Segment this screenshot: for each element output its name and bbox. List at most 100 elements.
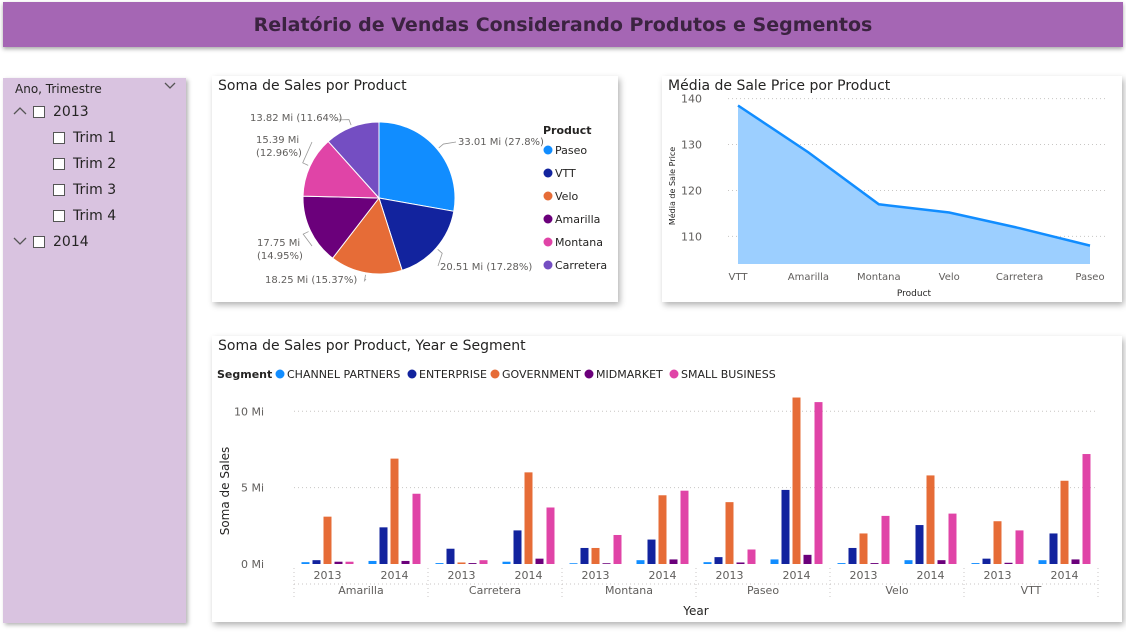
slicer-item-trim-2[interactable]: Trim 2 <box>53 156 116 172</box>
checkbox[interactable] <box>53 132 65 144</box>
bar-velo-2014-government <box>926 475 935 564</box>
bar-y-tick-label: 5 Mi <box>241 482 264 495</box>
bar-carretera-2013-small-business <box>479 560 488 564</box>
bar-velo-2013-government <box>859 533 868 564</box>
pie-data-label: 13.82 Mi (11.64%) <box>250 113 342 124</box>
bar-montana-2014-channel-partners <box>636 560 645 564</box>
slicer-item-trim-4[interactable]: Trim 4 <box>53 208 116 224</box>
bar-velo-2013-enterprise <box>848 547 857 564</box>
slicer-item-label: Trim 4 <box>73 208 117 224</box>
bar-x-year-label: 2014 <box>515 569 543 582</box>
bar-paseo-2013-midmarket <box>736 562 745 564</box>
pie-leader-line <box>437 249 443 267</box>
area-x-tick-label: Carretera <box>996 272 1043 283</box>
bar-paseo-2014-midmarket <box>803 554 812 564</box>
bar-y-axis-title: Soma de Sales <box>218 447 232 536</box>
checkbox[interactable] <box>33 106 45 118</box>
bar-legend-marker <box>584 369 594 379</box>
bar-velo-2014-enterprise <box>915 525 924 564</box>
checkbox[interactable] <box>53 158 65 170</box>
bar-chart-card[interactable]: Soma de Sales por Product, Year e Segmen… <box>212 336 1122 622</box>
area-line <box>737 104 1091 247</box>
pie-legend-marker <box>543 237 553 247</box>
bar-paseo-2014-government <box>792 397 801 564</box>
bar-x-axis-title: Year <box>682 604 708 618</box>
bar-montana-2013-government <box>591 547 600 564</box>
bar-legend-title: Segment <box>217 368 272 381</box>
area-y-tick-label: 110 <box>681 230 702 243</box>
bar-x-year-label: 2013 <box>716 569 744 582</box>
bar-paseo-2013-government <box>725 502 734 564</box>
checkbox[interactable] <box>53 210 65 222</box>
pie-legend-item: Carretera <box>555 259 607 272</box>
report-title: Relatório de Vendas Considerando Produto… <box>253 13 873 36</box>
pie-chart-title: Soma de Sales por Product <box>218 78 407 94</box>
bar-velo-2013-midmarket <box>870 563 879 564</box>
slicer-title: Ano, Trimestre <box>15 82 102 96</box>
pie-data-label: (12.96%) <box>256 148 302 159</box>
pie-legend-marker <box>543 191 553 201</box>
slicer-item-2014[interactable]: 2014 <box>13 234 89 250</box>
bar-legend-item: ENTERPRISE <box>419 368 487 381</box>
bar-x-year-label: 2014 <box>783 569 811 582</box>
bar-x-product-label: Velo <box>885 584 908 597</box>
bar-x-product-label: VTT <box>1021 584 1042 597</box>
pie-leader-line <box>438 141 457 149</box>
bar-velo-2013-small-business <box>881 515 890 564</box>
bar-x-year-label: 2014 <box>1051 569 1079 582</box>
area-chart-title: Média de Sale Price por Product <box>668 78 891 94</box>
pie-data-label: 15.39 Mi <box>256 135 299 146</box>
bar-paseo-2013-small-business <box>747 549 756 564</box>
slicer-item-2013[interactable]: 2013 <box>13 104 89 120</box>
pie-leader-line <box>302 141 313 166</box>
bar-amarilla-2014-channel-partners <box>368 560 377 564</box>
area-y-tick-label: 140 <box>681 93 702 106</box>
bar-carretera-2014-channel-partners <box>502 561 511 564</box>
bar-legend-marker <box>490 369 500 379</box>
bar-montana-2014-enterprise <box>647 539 656 564</box>
area-x-tick-label: Paseo <box>1075 272 1104 283</box>
bar-x-year-label: 2013 <box>850 569 878 582</box>
checkbox[interactable] <box>33 236 45 248</box>
bar-amarilla-2014-small-business <box>412 493 421 564</box>
bar-legend-item: CHANNEL PARTNERS <box>287 368 400 381</box>
bar-x-year-label: 2013 <box>448 569 476 582</box>
bar-legend-marker <box>407 369 417 379</box>
bar-legend-item: MIDMARKET <box>596 368 663 381</box>
bar-legend-item: SMALL BUSINESS <box>681 368 776 381</box>
pie-leader-line <box>335 119 352 126</box>
pie-slice-carretera <box>327 121 380 200</box>
pie-slice-vtt <box>378 197 455 272</box>
slicer-item-trim-1[interactable]: Trim 1 <box>53 130 116 146</box>
bar-vtt-2013-channel-partners <box>971 563 980 564</box>
pie-leader-line <box>363 274 367 283</box>
bar-carretera-2013-midmarket <box>468 563 477 564</box>
date-slicer[interactable]: Ano, Trimestre 2013 Trim 1 Trim 2 Trim 3… <box>3 78 186 623</box>
pie-leader-line <box>302 231 313 247</box>
bar-chart-title: Soma de Sales por Product, Year e Segmen… <box>218 338 526 354</box>
bar-chart: Segment CHANNEL PARTNERS ENTERPRISE GOVERNM… <box>217 368 1099 618</box>
bar-x-year-label: 2014 <box>381 569 409 582</box>
area-chart-card[interactable]: Média de Sale Price por Product 110 120 13… <box>662 76 1122 302</box>
chevron-up-icon[interactable] <box>13 106 27 119</box>
pie-chart-card[interactable]: Soma de Sales por Product 33.01 Mi (27.8… <box>212 76 618 302</box>
slicer-item-trim-3[interactable]: Trim 3 <box>53 182 116 198</box>
pie-legend-marker <box>543 168 553 178</box>
bar-vtt-2013-enterprise <box>982 558 991 564</box>
bar-velo-2014-channel-partners <box>904 560 913 564</box>
bar-montana-2014-midmarket <box>669 559 678 564</box>
checkbox[interactable] <box>53 184 65 196</box>
bar-vtt-2013-government <box>993 521 1002 564</box>
pie-legend-item: Amarilla <box>555 213 600 226</box>
pie-data-label: 20.51 Mi (17.28%) <box>440 262 532 273</box>
chevron-down-icon[interactable] <box>13 236 27 249</box>
bar-legend-marker <box>275 369 285 379</box>
bar-amarilla-2013-midmarket <box>334 561 343 564</box>
bar-montana-2013-channel-partners <box>569 563 578 564</box>
chevron-down-icon[interactable] <box>163 78 177 95</box>
bar-velo-2014-midmarket <box>937 560 946 564</box>
bar-amarilla-2014-enterprise <box>379 527 388 564</box>
bar-legend-marker <box>669 369 679 379</box>
pie-legend-marker <box>543 260 553 270</box>
bar-amarilla-2014-government <box>390 458 399 564</box>
